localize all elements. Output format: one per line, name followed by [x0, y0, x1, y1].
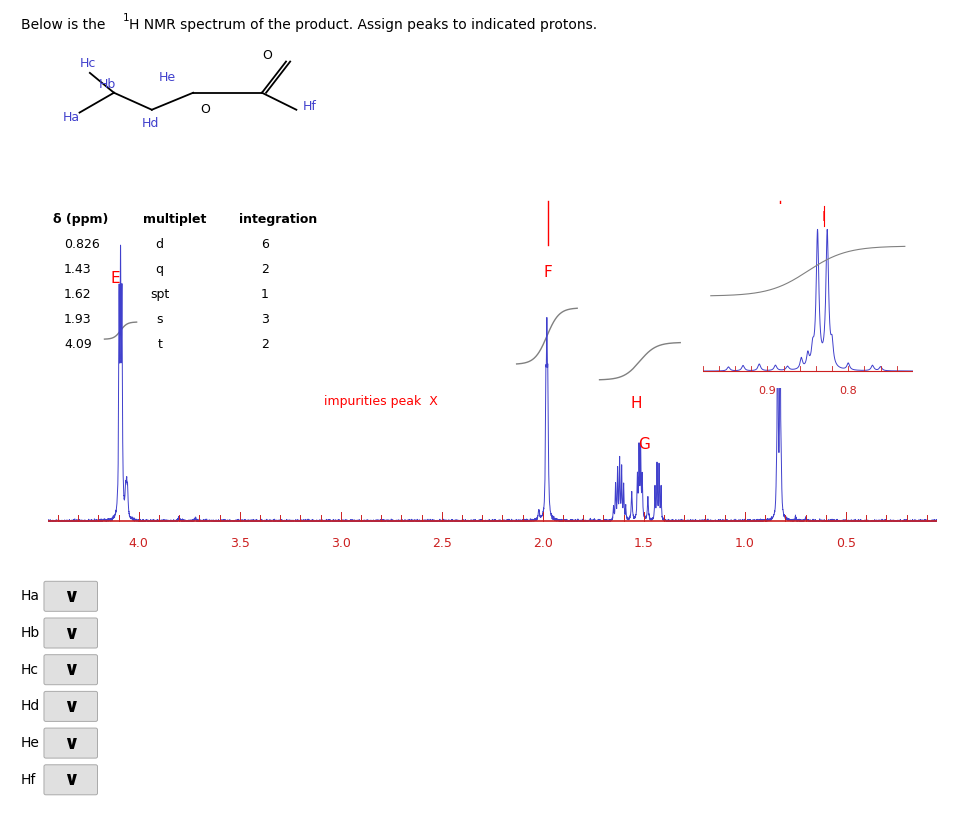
Text: He: He — [159, 72, 176, 84]
Text: multiplet: multiplet — [143, 213, 206, 226]
Text: H NMR spectrum of the product. Assign peaks to indicated protons.: H NMR spectrum of the product. Assign pe… — [129, 18, 598, 33]
Text: I: I — [778, 221, 782, 236]
Text: Ha: Ha — [21, 590, 40, 603]
Text: Hf: Hf — [21, 773, 36, 786]
Text: 2.0: 2.0 — [532, 537, 553, 550]
Text: Hb: Hb — [21, 626, 40, 640]
Text: ∨: ∨ — [63, 587, 78, 605]
Text: t: t — [157, 338, 163, 351]
Text: 0.826: 0.826 — [64, 238, 99, 251]
Text: 3.5: 3.5 — [229, 537, 250, 550]
Text: ∨: ∨ — [63, 771, 78, 789]
Text: Hc: Hc — [21, 663, 39, 676]
Text: H: H — [630, 396, 641, 411]
Text: He: He — [21, 736, 40, 750]
Text: integration: integration — [239, 213, 317, 226]
Text: spt: spt — [150, 288, 169, 301]
Text: G: G — [638, 437, 650, 452]
Text: 2.5: 2.5 — [432, 537, 452, 550]
Text: ∨: ∨ — [63, 734, 78, 752]
Text: 4.09: 4.09 — [64, 338, 92, 351]
Text: Hc: Hc — [79, 58, 96, 70]
Text: 1: 1 — [261, 288, 269, 301]
Text: 6: 6 — [261, 238, 269, 251]
Text: δ (ppm): δ (ppm) — [53, 213, 108, 226]
Text: 0.8: 0.8 — [839, 386, 858, 396]
Text: 2: 2 — [261, 263, 269, 276]
Text: 1: 1 — [122, 13, 129, 23]
Text: 3: 3 — [261, 313, 269, 326]
Text: impurities peak  X: impurities peak X — [324, 395, 438, 409]
Text: 0.9: 0.9 — [758, 386, 776, 396]
Text: ∨: ∨ — [63, 661, 78, 679]
Text: E: E — [111, 271, 120, 286]
Text: 1.5: 1.5 — [634, 537, 654, 550]
Text: O: O — [200, 103, 210, 116]
Text: Hf: Hf — [303, 100, 317, 113]
Text: q: q — [156, 263, 163, 276]
Text: Hb: Hb — [98, 78, 116, 92]
Text: 2: 2 — [261, 338, 269, 351]
Text: Hd: Hd — [21, 700, 40, 713]
Text: 4.0: 4.0 — [129, 537, 149, 550]
Text: 3.0: 3.0 — [331, 537, 351, 550]
Text: 1.43: 1.43 — [64, 263, 92, 276]
Text: Hd: Hd — [141, 117, 159, 130]
Text: 1.93: 1.93 — [64, 313, 92, 326]
Text: ∨: ∨ — [63, 624, 78, 642]
Text: ∨: ∨ — [63, 697, 78, 716]
Text: F: F — [544, 264, 553, 279]
Text: Below is the: Below is the — [21, 18, 110, 33]
Text: I: I — [822, 210, 826, 224]
Text: 0.5: 0.5 — [836, 537, 856, 550]
Text: O: O — [262, 48, 272, 62]
Text: s: s — [157, 313, 163, 326]
Text: 1.0: 1.0 — [735, 537, 755, 550]
Text: 1.62: 1.62 — [64, 288, 92, 301]
Text: d: d — [156, 238, 163, 251]
Text: Ha: Ha — [62, 111, 79, 124]
